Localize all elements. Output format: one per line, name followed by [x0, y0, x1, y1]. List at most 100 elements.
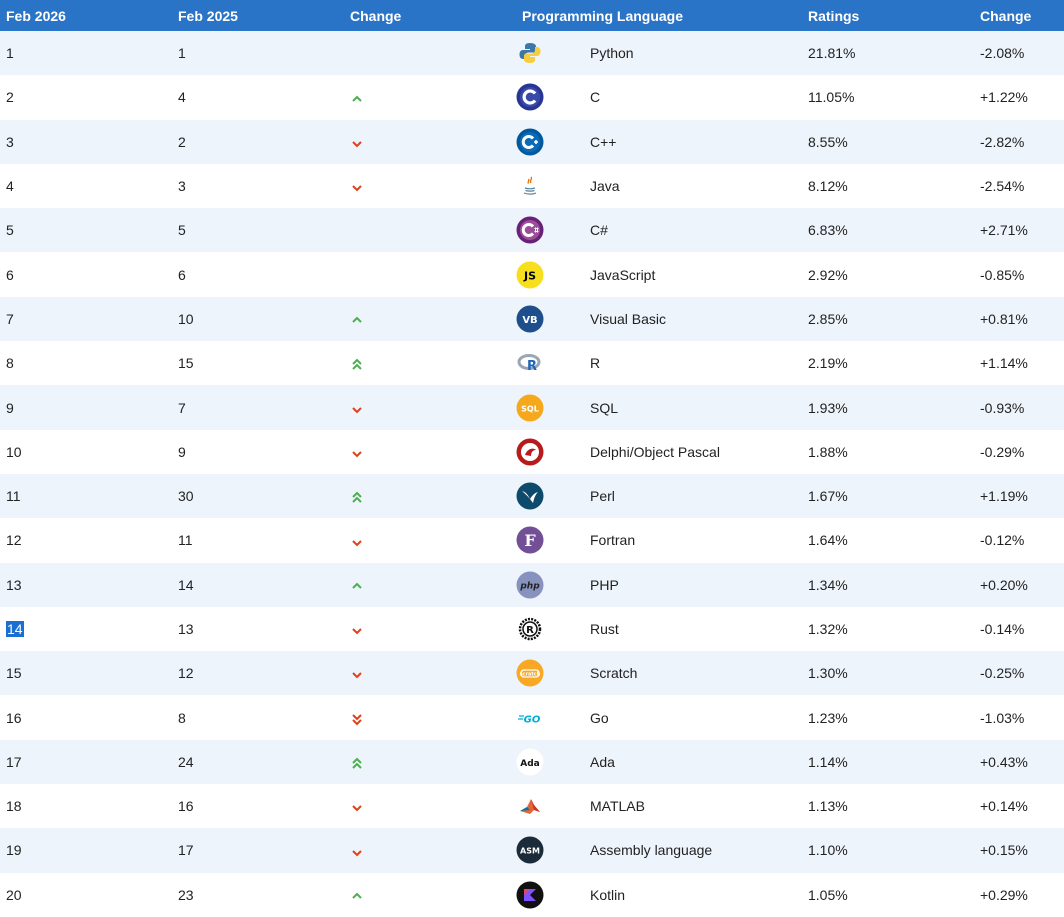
language-name[interactable]: Visual Basic [590, 310, 667, 327]
table-row[interactable]: 11 30 Perl 1.67% +1.19% [0, 473, 1064, 519]
language-name[interactable]: Rust [590, 621, 619, 637]
language-name[interactable]: C# [590, 222, 608, 239]
language-logo-cell: R [516, 607, 584, 651]
change-arrow-cell [344, 385, 516, 429]
language-name[interactable]: Go [590, 709, 609, 726]
table-row[interactable]: 5 5 C# 6.83% +2.71% [0, 208, 1064, 253]
table-row[interactable]: 12 11 F Fortran 1.64% -0.12% [0, 518, 1064, 563]
rank-this-year: 11 [6, 488, 21, 505]
table-row[interactable]: 20 23 Kotlin 1.05% +0.29% [0, 872, 1064, 917]
language-name[interactable]: Kotlin [590, 886, 626, 903]
rank-last-year: 8 [178, 709, 186, 726]
change-arrow-cell [344, 474, 516, 518]
down-arrow-icon [350, 800, 364, 814]
rating-change: -2.08% [980, 45, 1025, 62]
rating-value: 8.55% [808, 133, 848, 150]
rating-value: 1.05% [808, 886, 848, 903]
rank-last-year: 14 [178, 576, 194, 593]
header-this-year[interactable]: Feb 2026 [6, 7, 66, 24]
language-name[interactable]: JavaScript [590, 266, 656, 283]
table-row[interactable]: 19 17 ASM Assembly language 1.10% +0.15% [0, 828, 1064, 873]
language-logo-cell: php [516, 563, 584, 607]
table-row[interactable]: 9 7 SQL SQL 1.93% -0.93% [0, 385, 1064, 430]
change-arrow-cell [344, 31, 516, 75]
rating-value: 2.85% [808, 310, 848, 327]
language-name[interactable]: Ada [590, 753, 615, 770]
down-arrow-icon [350, 667, 364, 681]
table-row[interactable]: 2 4 C 11.05% +1.22% [0, 75, 1064, 120]
rank-last-year: 6 [178, 266, 186, 283]
table-row[interactable]: 13 14 php PHP 1.34% +0.20% [0, 562, 1064, 607]
change-arrow-cell [344, 518, 516, 562]
change-arrow-cell [344, 208, 516, 252]
header-ratings[interactable]: Ratings [808, 7, 860, 24]
language-name[interactable]: PHP [590, 576, 619, 593]
svg-text:php: php [519, 581, 540, 591]
change-arrow-cell [344, 651, 516, 695]
change-arrow-cell [344, 695, 516, 739]
table-row[interactable]: 14 13 R Rust 1.32% -0.14% [0, 606, 1064, 652]
rank-this-year: 13 [6, 576, 22, 593]
rank-last-year: 16 [178, 798, 194, 815]
table-row[interactable]: 15 12 scratch Scratch 1.30% -0.25% [0, 651, 1064, 696]
table-row[interactable]: 17 24 Ada Ada 1.14% +0.43% [0, 739, 1064, 785]
rating-value: 1.93% [808, 399, 848, 416]
rank-last-year: 23 [178, 886, 194, 903]
rank-last-year: 17 [178, 842, 194, 859]
fortran-logo-icon: F [516, 526, 544, 554]
rating-change: +0.20% [980, 576, 1028, 593]
down-arrow-icon [350, 136, 364, 150]
table-row[interactable]: 3 2 C++ 8.55% -2.82% [0, 119, 1064, 164]
cpp-logo-icon [516, 128, 544, 156]
double-up-arrow-icon [350, 756, 364, 770]
change-arrow-cell [344, 252, 516, 296]
header-language[interactable]: Programming Language [522, 7, 684, 24]
language-name[interactable]: Perl [590, 488, 615, 505]
language-name[interactable]: MATLAB [590, 798, 645, 815]
language-name[interactable]: Fortran [590, 532, 636, 549]
rank-last-year: 4 [178, 89, 186, 106]
header-change-pct[interactable]: Change [980, 7, 1032, 24]
language-name[interactable]: C++ [590, 133, 617, 150]
table-row[interactable]: 10 9 Delphi/Object Pascal 1.88% -0.29% [0, 429, 1064, 474]
rank-selected-text: 14 [6, 621, 24, 637]
rank-this-year: 2 [6, 89, 14, 106]
down-arrow-icon [350, 402, 364, 416]
table-row[interactable]: 4 3 Java 8.12% -2.54% [0, 163, 1064, 209]
table-row[interactable]: 1 1 Python 21.81% -2.08% [0, 31, 1064, 76]
language-name[interactable]: SQL [590, 399, 619, 416]
rating-change: +0.81% [980, 310, 1028, 327]
language-name[interactable]: R [590, 355, 601, 372]
rating-value: 1.34% [808, 576, 848, 593]
table-row[interactable]: 8 15 R R 2.19% +1.14% [0, 341, 1064, 386]
language-name[interactable]: Scratch [590, 665, 638, 682]
up-arrow-icon [350, 889, 364, 903]
change-arrow-cell [344, 828, 516, 872]
language-logo-cell [516, 430, 584, 474]
table-row[interactable]: 6 6 JS JavaScript 2.92% -0.85% [0, 252, 1064, 297]
rating-change: -0.14% [980, 621, 1025, 637]
rank-last-year: 11 [178, 532, 193, 549]
header-last-year[interactable]: Feb 2025 [178, 7, 238, 24]
rating-value: 1.32% [808, 621, 848, 637]
table-header: Feb 2026 Feb 2025 Change Programming Lan… [0, 0, 1064, 31]
table-row[interactable]: 18 16 MATLAB 1.13% +0.14% [0, 784, 1064, 829]
rank-this-year: 19 [6, 842, 22, 859]
rating-change: +0.29% [980, 886, 1028, 903]
language-name[interactable]: Assembly language [590, 842, 713, 859]
header-change[interactable]: Change [350, 7, 402, 24]
svg-text:R: R [527, 359, 537, 374]
rank-last-year: 3 [178, 178, 186, 195]
language-name[interactable]: C [590, 89, 601, 106]
change-arrow-cell [344, 120, 516, 164]
table-row[interactable]: 16 8 GO Go 1.23% -1.03% [0, 695, 1064, 740]
change-arrow-cell [344, 740, 516, 784]
rank-this-year: 9 [6, 399, 14, 416]
language-logo-cell: scratch [516, 651, 584, 695]
language-logo-cell: Ada [516, 740, 584, 784]
table-row[interactable]: 7 10 VB Visual Basic 2.85% +0.81% [0, 296, 1064, 342]
language-name[interactable]: Delphi/Object Pascal [590, 443, 720, 460]
language-name[interactable]: Python [590, 45, 634, 62]
language-name[interactable]: Java [590, 178, 620, 195]
r-logo-icon: R [516, 349, 544, 377]
